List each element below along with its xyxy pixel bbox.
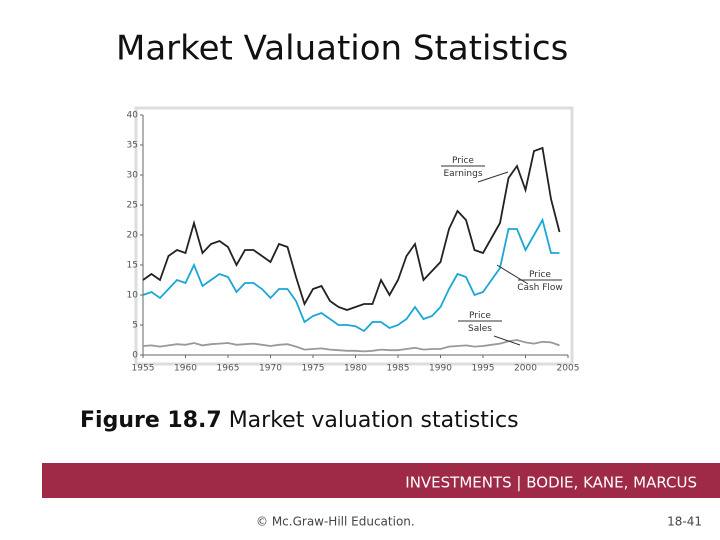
x-tick-label: 1955 [132, 364, 155, 374]
chart-frame [134, 106, 574, 366]
label-arrow [493, 335, 521, 346]
series-label: Price [452, 156, 474, 166]
series-label: Price [529, 270, 551, 280]
banner-text: INVESTMENTS | BODIE, KANE, MARCUS [405, 474, 697, 492]
series-line [142, 146, 561, 311]
y-tick-label: 20 [127, 231, 139, 241]
y-tick-label: 40 [127, 111, 139, 121]
x-tick-label: 1965 [217, 364, 240, 374]
series-label: Earnings [443, 169, 482, 179]
x-tick-label: 1975 [302, 364, 325, 374]
x-tick-label: 2005 [557, 364, 580, 374]
y-tick-label: 35 [127, 141, 138, 151]
copyright: © Mc.Graw-Hill Education. [256, 515, 415, 529]
y-tick-label: 10 [127, 291, 139, 301]
series-label: Sales [468, 324, 492, 334]
x-tick-label: 1960 [174, 364, 197, 374]
page-number: 18-41 [667, 515, 702, 529]
y-tick-label: 5 [132, 321, 138, 331]
x-tick-label: 1995 [472, 364, 495, 374]
caption: Figure 18.7 Market valuation statistics [80, 408, 519, 433]
series-line [142, 339, 560, 353]
slide-title: Market Valuation Statistics [116, 29, 568, 69]
y-tick-label: 25 [127, 201, 138, 211]
label-arrow [477, 171, 509, 183]
chart: 0 5 10 15 20 25 30 35 40 1955 1960 1965 1970 1975 1980… [127, 111, 580, 374]
series-label: Cash Flow [517, 283, 563, 293]
x-tick-label: 1990 [429, 364, 452, 374]
banner-bar [42, 463, 720, 498]
y-tick-label: 0 [132, 351, 138, 361]
label-arrow [496, 264, 529, 285]
x-tick-label: 1985 [387, 364, 410, 374]
x-tick-label: 2000 [514, 364, 537, 374]
x-tick-label: 1970 [259, 364, 282, 374]
series-label: Price [469, 311, 491, 321]
x-tick-label: 1980 [344, 364, 367, 374]
series-line [142, 217, 560, 333]
y-tick-label: 30 [127, 171, 139, 181]
caption-label: Figure 18.7 [80, 408, 222, 433]
y-tick-label: 15 [127, 261, 138, 271]
caption-text: Market valuation statistics [229, 408, 519, 433]
